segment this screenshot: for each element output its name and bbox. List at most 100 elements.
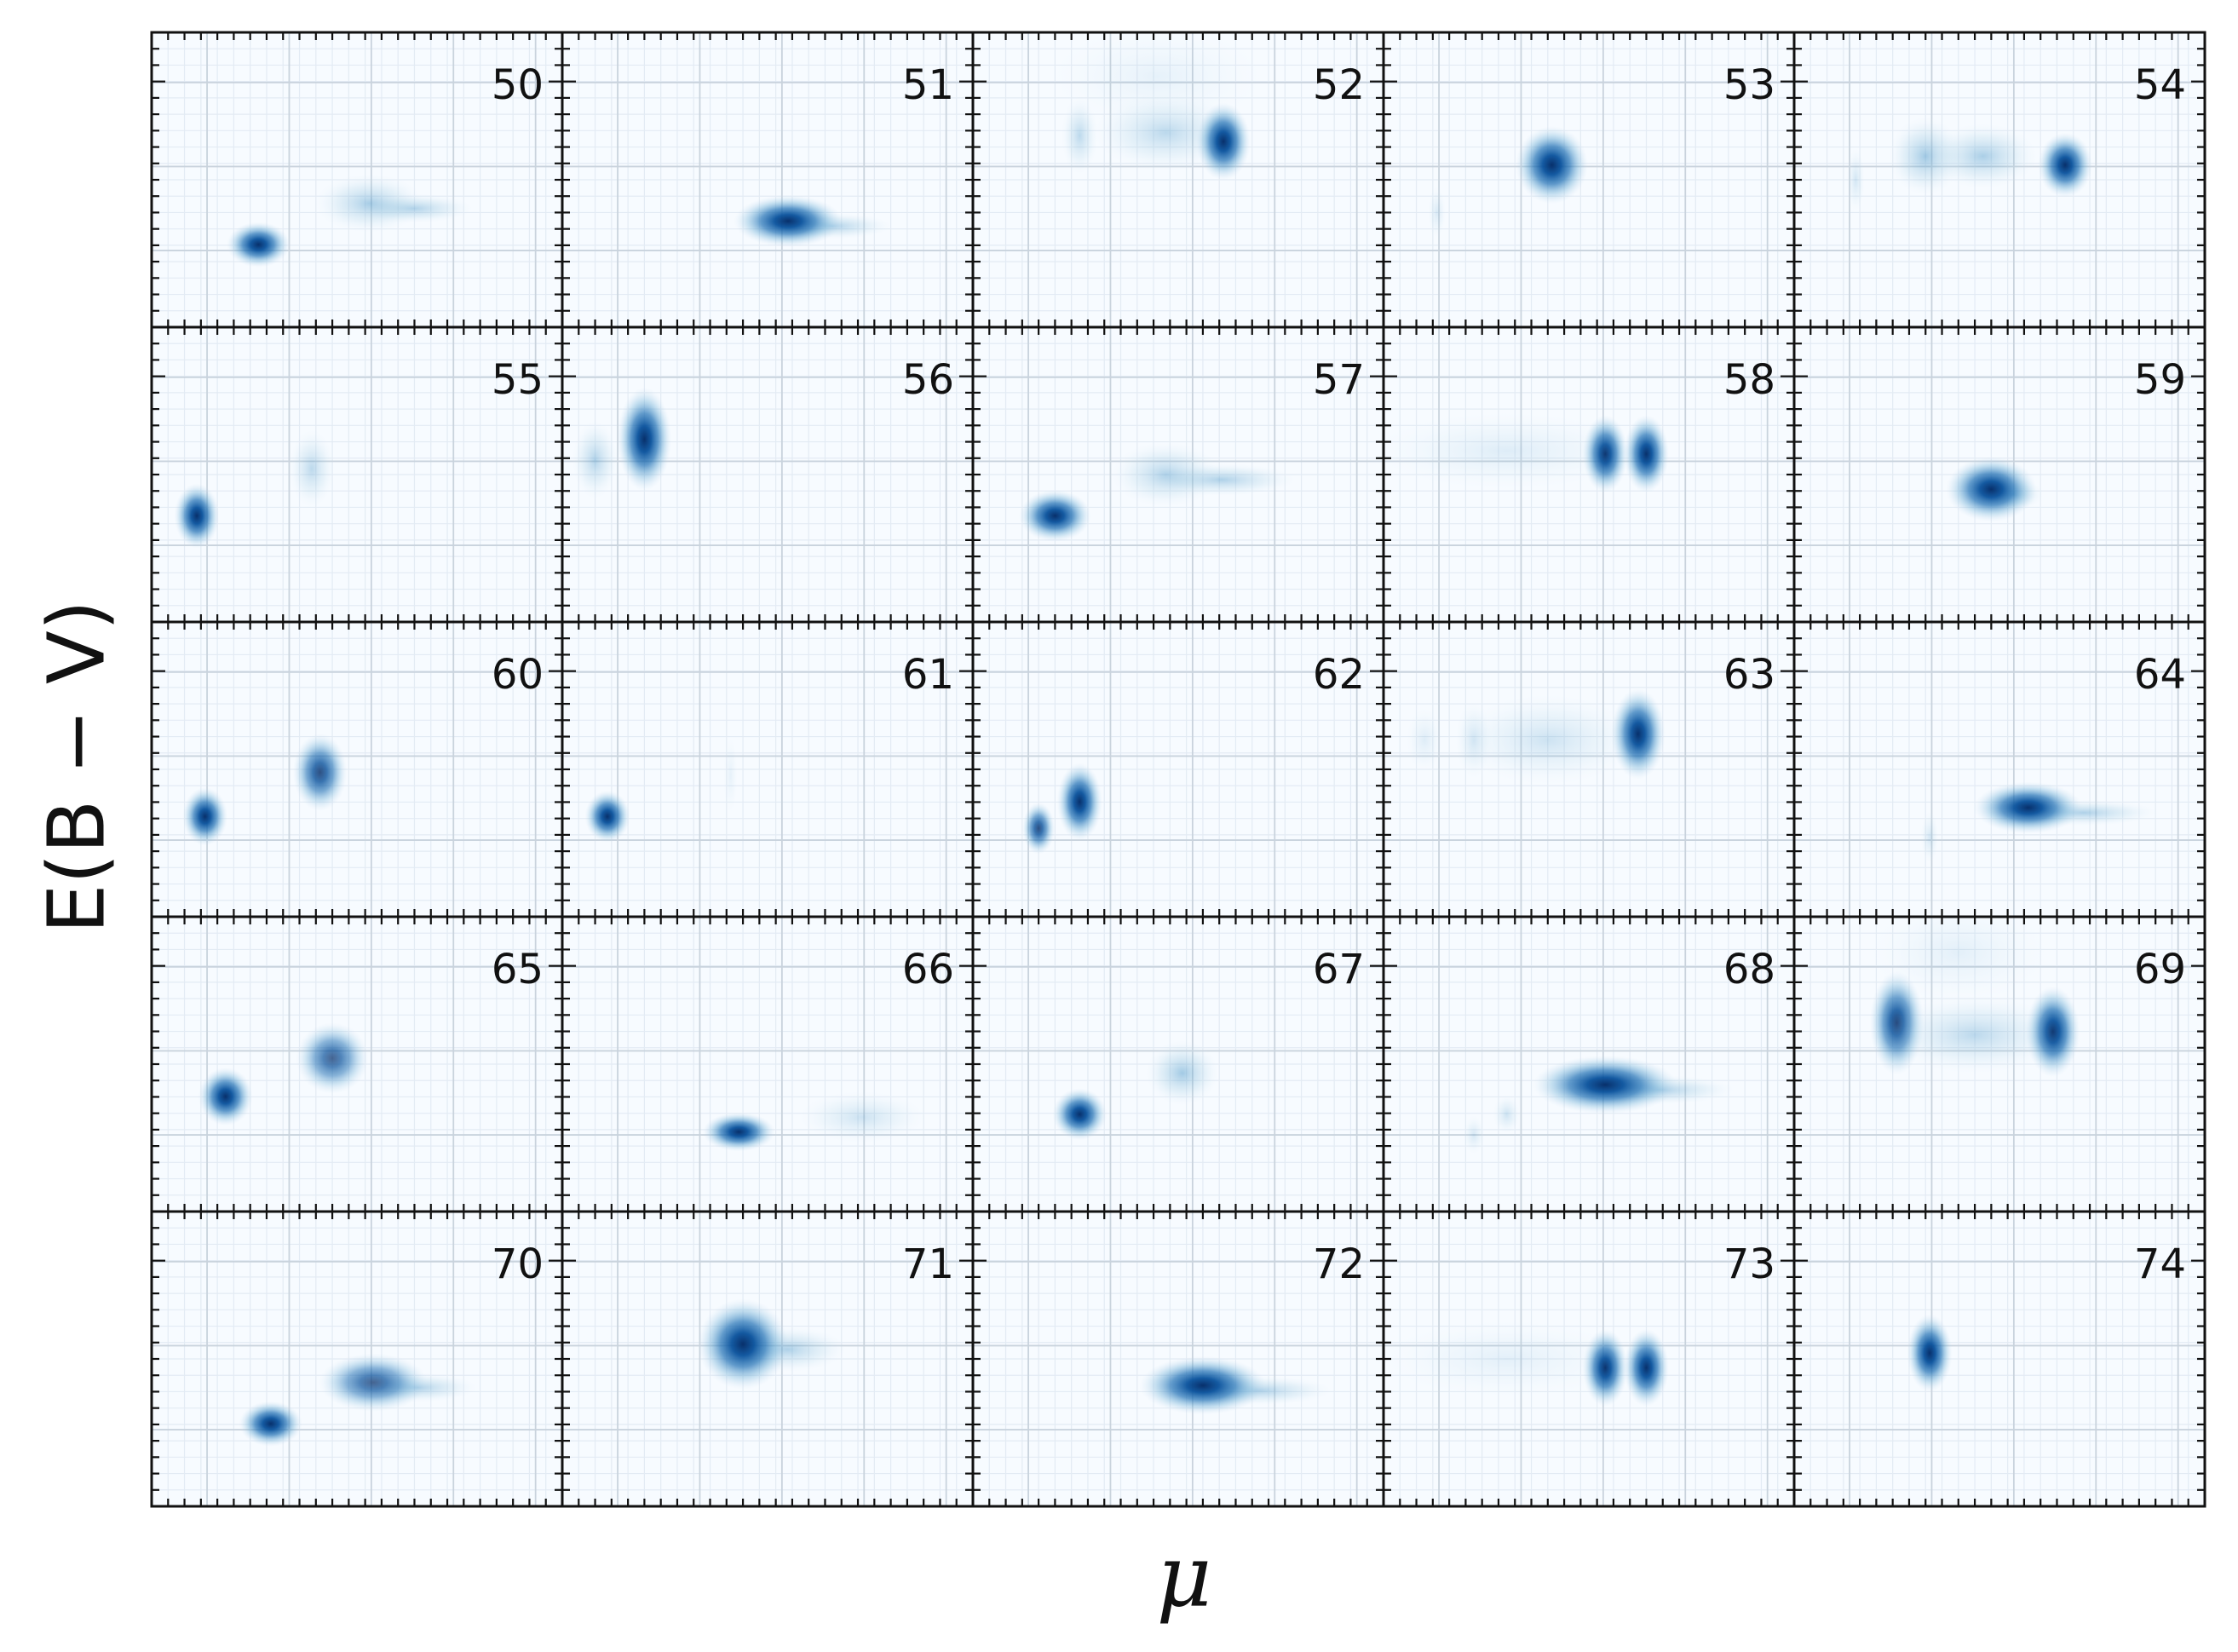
panel-58: 58 [1382,325,1796,624]
panel-51: 51 [561,31,975,329]
density-blob [698,1298,789,1390]
density-blob [1867,917,2049,1004]
density-blob [174,483,220,549]
panel-label: 54 [2134,61,2186,109]
panel-label: 60 [492,651,544,699]
panel-50: 50 [150,31,564,329]
panel-65: 65 [150,915,564,1213]
density-blob [1533,1055,1678,1114]
panel-label: 58 [1723,356,1775,404]
panel-56: 56 [561,325,975,624]
panel-55: 55 [150,325,564,624]
x-axis-label: μ [1156,1526,1212,1626]
panel-label: 57 [1313,356,1365,404]
density-blob [1623,415,1669,493]
panel-60: 60 [150,620,564,918]
panel-label: 68 [1723,946,1775,993]
panel-label: 53 [1723,61,1775,109]
panel-71: 71 [561,1210,975,1508]
density-blob [1623,1328,1669,1407]
density-blob [584,790,630,843]
density-blob [1428,186,1447,239]
density-blob [1516,126,1589,204]
density-blob [1929,124,2038,189]
density-blob [1139,1356,1267,1415]
density-blob [227,222,291,268]
density-blob [1974,781,2083,834]
panel-64: 64 [1792,620,2206,918]
density-blob [1920,811,1939,864]
density-blob [198,1067,253,1126]
density-blob [1457,694,1638,786]
panel-53: 53 [1382,31,1796,329]
panel-54: 54 [1792,31,2206,329]
density-blob [734,194,843,247]
panel-grid: 50 51 52 53 54 55 56 57 58 59 60 61 62 63 64 65 66 67 68 69… [150,31,2206,1508]
panel-label: 67 [1313,946,1365,993]
density-blob [1884,995,2066,1074]
panel-label: 59 [2134,356,2186,404]
panel-label: 61 [902,651,954,699]
density-blob [723,736,739,814]
panel-label: 74 [2134,1240,2186,1288]
panel-62: 62 [971,620,1385,918]
density-blob [617,387,672,492]
density-blob [572,421,618,499]
density-blob [1022,802,1056,855]
density-blob [1111,441,1221,508]
density-blob [1946,457,2037,522]
density-blob [1493,1094,1521,1134]
panel-label: 62 [1313,651,1365,699]
panel-label: 64 [2134,651,2186,699]
panel-label: 51 [902,61,954,109]
panel-72: 72 [971,1210,1385,1508]
density-blob [1406,707,1443,773]
panel-73: 73 [1382,1210,1796,1508]
density-blob [292,733,348,812]
panel-52: 52 [971,31,1385,329]
density-blob [1049,32,1267,129]
panel-68: 68 [1382,915,1796,1213]
density-blob [1056,763,1102,841]
density-blob [319,1353,428,1412]
density-blob [314,174,424,233]
density-blob [289,429,335,508]
panel-label: 72 [1313,1240,1365,1288]
panel-67: 67 [971,915,1385,1213]
panel-label: 70 [492,1240,544,1288]
density-blob [296,1022,369,1094]
panel-57: 57 [971,325,1385,624]
panel-69: 69 [1792,915,2206,1213]
density-blob [1907,1314,1953,1392]
panel-66: 66 [561,915,975,1213]
density-blob [702,1112,775,1152]
density-blob [1384,1320,1634,1398]
density-blob [1052,1088,1107,1141]
density-blob [1846,147,1865,213]
panel-74: 74 [1792,1210,2206,1508]
panel-label: 71 [902,1240,954,1288]
density-blob [798,1091,926,1143]
panel-label: 63 [1723,651,1775,699]
panel-label: 69 [2134,946,2186,993]
density-blob [1463,1115,1485,1154]
panel-63: 63 [1382,620,1796,918]
panel-label: 50 [492,61,544,109]
panel-frame [1792,1210,2206,1508]
density-blob [239,1401,302,1447]
panel-label: 55 [492,356,544,404]
panel-59: 59 [1792,325,2206,624]
panel-label: 56 [902,356,954,404]
panel-label: 73 [1723,1240,1775,1288]
density-blob [1384,412,1643,490]
density-blob [2038,132,2092,198]
density-blob [182,787,228,846]
panel-70: 70 [150,1210,564,1508]
panel-label: 65 [492,946,544,993]
density-blob [1018,489,1091,542]
panel-label: 52 [1313,61,1365,109]
y-axis-label: E(B − V) [31,600,123,934]
panel-61: 61 [561,620,975,918]
density-blob [1146,1040,1219,1106]
